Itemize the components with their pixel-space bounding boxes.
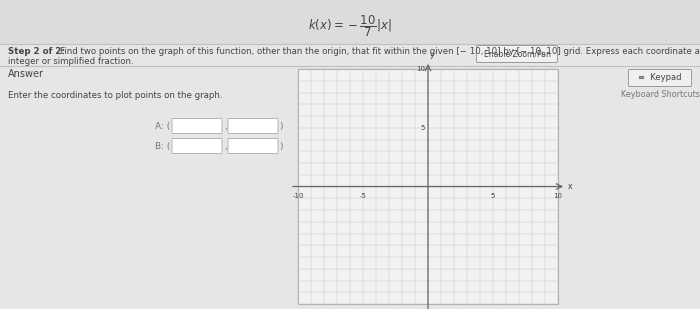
Text: Enable Zoom/Pan: Enable Zoom/Pan bbox=[484, 49, 550, 58]
Bar bbox=[0, 44, 700, 309]
Text: Keyboard Shortcuts: Keyboard Shortcuts bbox=[621, 90, 699, 99]
Text: 5: 5 bbox=[491, 193, 495, 200]
FancyBboxPatch shape bbox=[629, 70, 692, 87]
Text: integer or simplified fraction.: integer or simplified fraction. bbox=[8, 57, 134, 66]
Text: $k(x) = -\dfrac{10}{7}|x|$: $k(x) = -\dfrac{10}{7}|x|$ bbox=[308, 13, 392, 39]
FancyBboxPatch shape bbox=[228, 118, 278, 133]
Text: x: x bbox=[568, 182, 573, 191]
Text: 10: 10 bbox=[554, 193, 563, 200]
Text: Answer: Answer bbox=[8, 69, 44, 79]
Text: ): ) bbox=[279, 121, 283, 130]
FancyBboxPatch shape bbox=[172, 138, 222, 154]
Bar bbox=[0, 0, 700, 44]
FancyBboxPatch shape bbox=[172, 118, 222, 133]
Text: y: y bbox=[430, 50, 435, 59]
Text: Find two points on the graph of this function, other than the origin, that fit w: Find two points on the graph of this fun… bbox=[60, 47, 700, 56]
Bar bbox=[298, 69, 558, 304]
Text: ,: , bbox=[224, 142, 227, 150]
Text: ,: , bbox=[224, 121, 227, 130]
Text: A: (: A: ( bbox=[155, 121, 170, 130]
FancyBboxPatch shape bbox=[228, 138, 278, 154]
Text: ≡  Keypad: ≡ Keypad bbox=[638, 74, 682, 83]
Text: 10: 10 bbox=[416, 66, 425, 72]
Text: -5: -5 bbox=[360, 193, 366, 200]
Text: Enter the coordinates to plot points on the graph.: Enter the coordinates to plot points on … bbox=[8, 91, 223, 100]
Text: B: (: B: ( bbox=[155, 142, 170, 150]
Text: ): ) bbox=[279, 142, 283, 150]
Text: Step 2 of 2:: Step 2 of 2: bbox=[8, 47, 68, 56]
FancyBboxPatch shape bbox=[477, 45, 557, 62]
Text: 5: 5 bbox=[421, 125, 425, 131]
Text: -10: -10 bbox=[293, 193, 304, 200]
